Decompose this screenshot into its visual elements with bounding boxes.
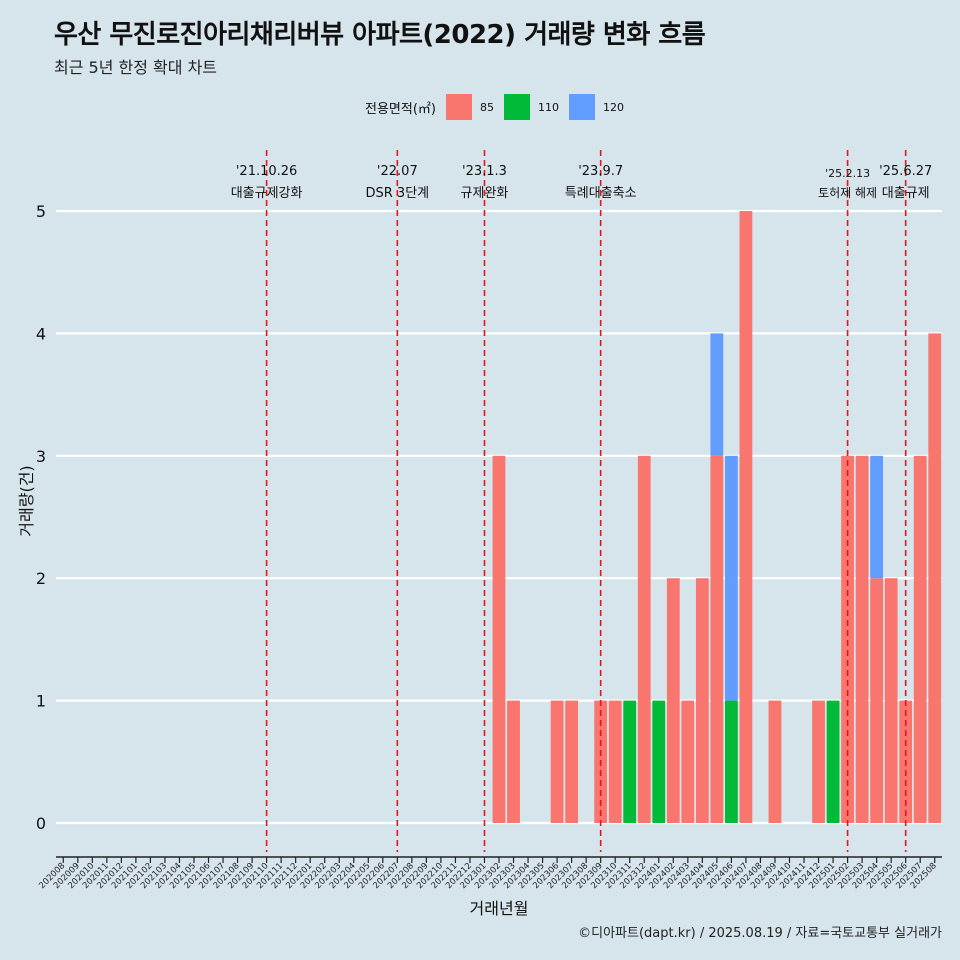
- bar-202403-85: [681, 700, 695, 823]
- legend-label-120: 120: [602, 100, 624, 114]
- source-caption: ©디아파트(dapt.kr) / 2025.08.19 / 자료=국토교통부 실…: [578, 926, 942, 941]
- bar-202406-110: [725, 700, 738, 823]
- y-tick-label-2: 2: [36, 569, 46, 588]
- legend: 전용면적(㎡) 85 110 120: [365, 94, 634, 120]
- bar-202504-85: [870, 578, 884, 823]
- event-label-202207: DSR 3단계: [366, 186, 430, 201]
- bar-202303-85: [507, 700, 520, 823]
- x-axis-title: 거래년월: [470, 899, 529, 918]
- event-date-202207: '22.07: [377, 164, 418, 179]
- chart-title: 우산 무진로진아리채리버뷰 아파트(2022) 거래량 변화 흐름: [54, 20, 706, 50]
- event-label-202110: 대출규제강화: [231, 186, 303, 201]
- event-label-202309: 특례대출축소: [565, 186, 637, 201]
- bar-202401-110: [652, 700, 666, 823]
- chart-subtitle: 최근 5년 한정 확대 차트: [54, 58, 218, 77]
- bar-202405-120: [710, 333, 724, 456]
- event-date-202110: '21.10.26: [236, 164, 297, 179]
- event-label-202506: 대출규제: [882, 186, 930, 201]
- legend-swatch-110: [503, 94, 530, 120]
- legend-swatch-120: [568, 94, 595, 120]
- event-date-202502: '25.2.13: [825, 167, 870, 180]
- legend-label-110: 110: [537, 100, 559, 114]
- event-label-202502: 토허제 해제: [818, 186, 877, 200]
- bar-202310-85: [608, 700, 622, 823]
- legend-item-85: 85: [445, 94, 494, 120]
- y-tick-label-3: 3: [36, 447, 46, 466]
- bar-202302-85: [492, 455, 506, 823]
- bar-202501-110: [826, 700, 840, 823]
- y-tick-label-1: 1: [36, 692, 46, 711]
- bar-202505-85: [884, 578, 898, 823]
- bar-202404-85: [695, 578, 709, 823]
- legend-item-110: 110: [503, 94, 559, 120]
- bar-202409-85: [768, 700, 782, 823]
- legend-swatch-85: [445, 94, 472, 120]
- event-date-202506: '25.6.27: [879, 164, 932, 179]
- bar-202412-85: [812, 700, 825, 823]
- bar-202312-85: [637, 455, 651, 823]
- bar-202306-85: [550, 700, 564, 823]
- bar-202502-85: [841, 455, 854, 823]
- y-tick-label-4: 4: [36, 324, 46, 343]
- event-label-202301: 규제완화: [461, 186, 509, 201]
- bar-202508-85: [928, 333, 942, 823]
- y-axis-title: 거래량(건): [17, 465, 36, 536]
- bar-202311-110: [623, 700, 637, 823]
- legend-item-120: 120: [568, 94, 624, 120]
- legend-label-85: 85: [479, 100, 494, 114]
- event-date-202301: '23.1.3: [462, 164, 507, 179]
- bar-202406-120: [725, 455, 738, 701]
- event-date-202309: '23.9.7: [578, 164, 623, 179]
- bar-202504-120: [870, 455, 884, 579]
- bar-202405-85: [710, 455, 724, 823]
- bar-202503-85: [855, 455, 869, 823]
- bar-202407-85: [739, 211, 753, 823]
- y-tick-label-0: 0: [36, 814, 46, 833]
- y-tick-label-5: 5: [36, 202, 46, 221]
- bar-202307-85: [565, 700, 579, 823]
- bar-202402-85: [666, 578, 680, 823]
- bar-202507-85: [913, 455, 927, 823]
- legend-title: 전용면적(㎡): [365, 101, 436, 117]
